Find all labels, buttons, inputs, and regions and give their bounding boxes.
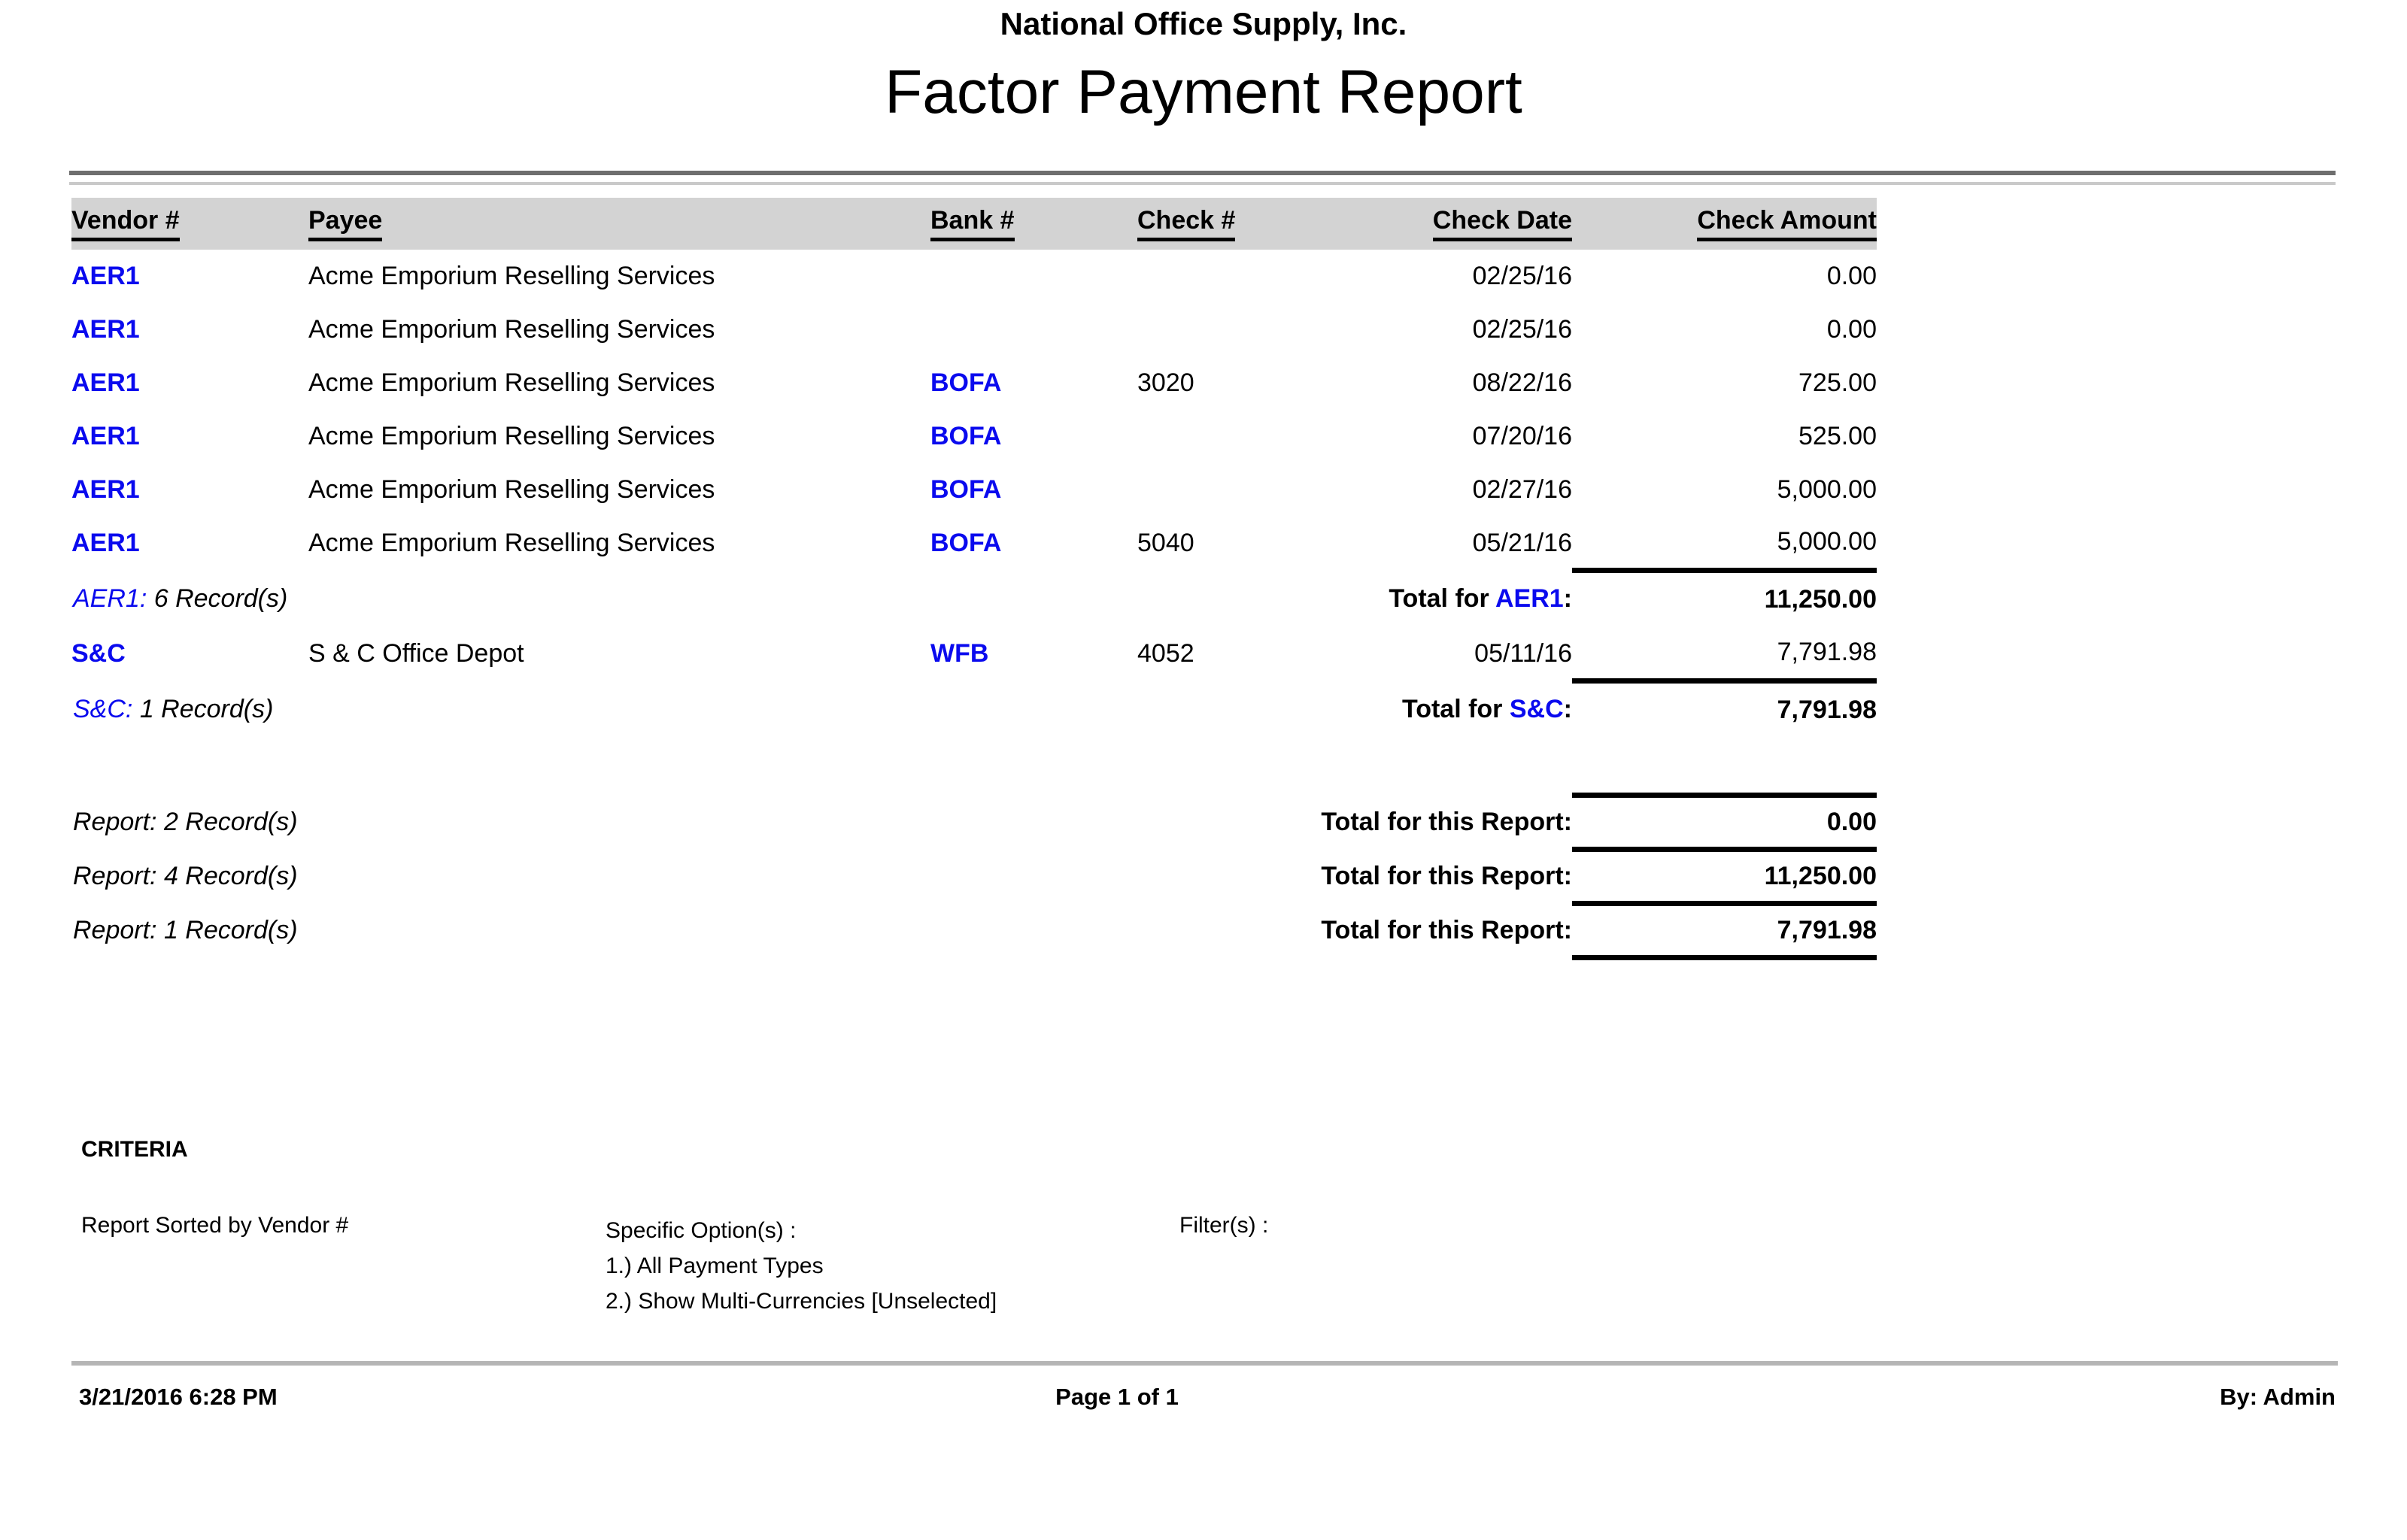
company-name: National Office Supply, Inc. <box>1000 6 1407 41</box>
page-title: Factor Payment Report <box>885 58 1522 126</box>
check-date-cell: 02/25/16 <box>1472 315 1572 344</box>
payee-cell: Acme Emporium Reselling Services <box>308 368 715 397</box>
check-number-cell <box>1137 463 1294 517</box>
bank-code-link[interactable]: BOFA <box>930 529 1002 557</box>
report-record-count: Report: 4 Record(s) <box>73 861 298 890</box>
payee-cell: Acme Emporium Reselling Services <box>308 475 715 504</box>
check-date-cell: 02/27/16 <box>1472 475 1572 504</box>
bank-code-link[interactable]: WFB <box>930 639 989 668</box>
table-row: AER1 Acme Emporium Reselling Services 02… <box>71 303 1877 356</box>
payee-cell: Acme Emporium Reselling Services <box>308 422 715 450</box>
report-total-label: Total for this Report: <box>1321 915 1572 944</box>
report-total-amount: 0.00 <box>1572 792 1877 849</box>
group-record-count: S&C: 1 Record(s) <box>73 694 274 723</box>
payment-table: Vendor # Payee Bank # Check # Check Date… <box>71 198 1877 960</box>
check-date-cell: 02/25/16 <box>1472 262 1572 290</box>
vendor-code-link[interactable]: AER1 <box>71 422 140 450</box>
footer-printed-by: By: Admin <box>2220 1384 2336 1410</box>
col-header-check-amount: Check Amount <box>1572 198 1877 250</box>
check-amount-cell: 725.00 <box>1798 368 1877 397</box>
report-total-row: Report: 1 Record(s) Total for this Repor… <box>71 900 1877 960</box>
report-total-label: Total for this Report: <box>1321 807 1572 836</box>
report-total-row: Report: 2 Record(s) Total for this Repor… <box>71 792 1877 849</box>
check-amount-cell: 0.00 <box>1826 315 1877 344</box>
bank-code-link[interactable]: BOFA <box>930 422 1002 450</box>
payee-cell: Acme Emporium Reselling Services <box>308 529 715 557</box>
title-rule-light <box>69 182 2336 185</box>
report-record-count: Report: 1 Record(s) <box>73 915 298 944</box>
check-date-cell: 05/11/16 <box>1474 639 1572 668</box>
vendor-code-link[interactable]: AER1 <box>71 475 140 504</box>
title-rule-dark <box>69 171 2336 175</box>
vendor-code-link[interactable]: AER1 <box>71 262 140 290</box>
group-record-count: AER1: 6 Record(s) <box>73 584 288 613</box>
report-total-label: Total for this Report: <box>1321 861 1572 890</box>
criteria-sorted-by: Report Sorted by Vendor # <box>81 1213 349 1238</box>
check-number-cell: 5040 <box>1137 529 1194 557</box>
check-amount-cell: 5,000.00 <box>1777 527 1877 556</box>
report-record-count: Report: 2 Record(s) <box>73 807 298 836</box>
col-header-check: Check # <box>1137 198 1294 250</box>
vendor-code-link[interactable]: S&C <box>71 639 126 668</box>
check-amount-cell: 525.00 <box>1798 422 1877 450</box>
table-header-row: Vendor # Payee Bank # Check # Check Date… <box>71 198 1877 250</box>
check-number-cell: 4052 <box>1137 639 1194 668</box>
check-number-cell <box>1137 410 1294 463</box>
group-total-label: Total for S&C: <box>1401 694 1572 723</box>
criteria-specific-options: Specific Option(s) : 1.) All Payment Typ… <box>606 1213 997 1319</box>
table-row: AER1 Acme Emporium Reselling Services BO… <box>71 410 1877 463</box>
payee-cell: Acme Emporium Reselling Services <box>308 262 715 290</box>
vendor-code-link[interactable]: AER1 <box>71 529 140 557</box>
report-total-row: Report: 4 Record(s) Total for this Repor… <box>71 846 1877 903</box>
col-header-vendor: Vendor # <box>71 198 308 250</box>
group-total-row: S&C: 1 Record(s) Total for S&C: 7,791.98 <box>71 678 1877 738</box>
check-date-cell: 05/21/16 <box>1472 529 1572 557</box>
check-amount-cell: 7,791.98 <box>1777 638 1877 667</box>
footer-datetime: 3/21/2016 6:28 PM <box>79 1384 278 1410</box>
bank-code-link[interactable]: BOFA <box>930 475 1002 504</box>
table-row: AER1 Acme Emporium Reselling Services BO… <box>71 463 1877 517</box>
table-row: AER1 Acme Emporium Reselling Services BO… <box>71 356 1877 410</box>
col-header-bank: Bank # <box>930 198 1137 250</box>
footer-page-number: Page 1 of 1 <box>1055 1384 1179 1410</box>
check-number-cell: 3020 <box>1137 368 1194 397</box>
report-total-amount: 11,250.00 <box>1572 846 1877 903</box>
criteria-filters-label: Filter(s) : <box>1179 1213 1269 1238</box>
group-total-amount: 7,791.98 <box>1572 678 1877 738</box>
check-amount-cell: 0.00 <box>1826 262 1877 290</box>
footer-rule <box>71 1361 2338 1366</box>
check-date-cell: 08/22/16 <box>1472 368 1572 397</box>
criteria-heading: CRITERIA <box>81 1137 188 1162</box>
check-amount-cell: 5,000.00 <box>1777 475 1877 504</box>
group-total-row: AER1: 6 Record(s) Total for AER1: 11,250… <box>71 567 1877 627</box>
check-number-cell <box>1137 250 1294 303</box>
table-row: S&C S & C Office Depot WFB 4052 05/11/16… <box>71 627 1877 681</box>
report-total-amount: 7,791.98 <box>1572 900 1877 960</box>
specific-options-label: Specific Option(s) : <box>606 1218 797 1243</box>
bank-code-link[interactable]: BOFA <box>930 368 1002 397</box>
check-number-cell <box>1137 303 1294 356</box>
table-row: AER1 Acme Emporium Reselling Services 02… <box>71 250 1877 303</box>
bank-code-link[interactable] <box>930 303 1137 356</box>
payee-cell: S & C Office Depot <box>308 639 524 668</box>
table-row: AER1 Acme Emporium Reselling Services BO… <box>71 517 1877 570</box>
group-total-label: Total for AER1: <box>1389 584 1572 613</box>
col-header-check-date: Check Date <box>1294 198 1572 250</box>
group-total-amount: 11,250.00 <box>1572 567 1877 627</box>
specific-option-1: 1.) All Payment Types <box>606 1254 824 1278</box>
spacer-row <box>71 738 1877 795</box>
payee-cell: Acme Emporium Reselling Services <box>308 315 715 344</box>
vendor-code-link[interactable]: AER1 <box>71 368 140 397</box>
col-header-payee: Payee <box>308 198 930 250</box>
vendor-code-link[interactable]: AER1 <box>71 315 140 344</box>
specific-option-2: 2.) Show Multi-Currencies [Unselected] <box>606 1289 997 1314</box>
bank-code-link[interactable] <box>930 250 1137 303</box>
check-date-cell: 07/20/16 <box>1472 422 1572 450</box>
